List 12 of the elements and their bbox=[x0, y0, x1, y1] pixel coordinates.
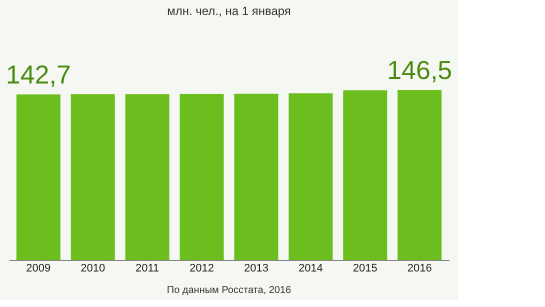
data-label: 142,7 bbox=[6, 59, 71, 90]
x-tick-label: 2013 bbox=[244, 262, 268, 274]
x-tick-label: 2016 bbox=[407, 262, 432, 274]
text: По данным Росстата, 2016 bbox=[166, 285, 292, 296]
x-tick-label: 2009 bbox=[26, 262, 51, 274]
chart-subtitle: млн. чел., на 1 января bbox=[167, 4, 291, 18]
x-tick-label: 2011 bbox=[135, 262, 160, 274]
x-tick-label: 2010 bbox=[80, 262, 106, 274]
x-tick-label: 2014 bbox=[298, 262, 323, 274]
x-tick-label: 2012 bbox=[190, 262, 214, 274]
data-label: 146,5 bbox=[387, 55, 452, 85]
x-tick-label: 2015 bbox=[352, 262, 378, 274]
